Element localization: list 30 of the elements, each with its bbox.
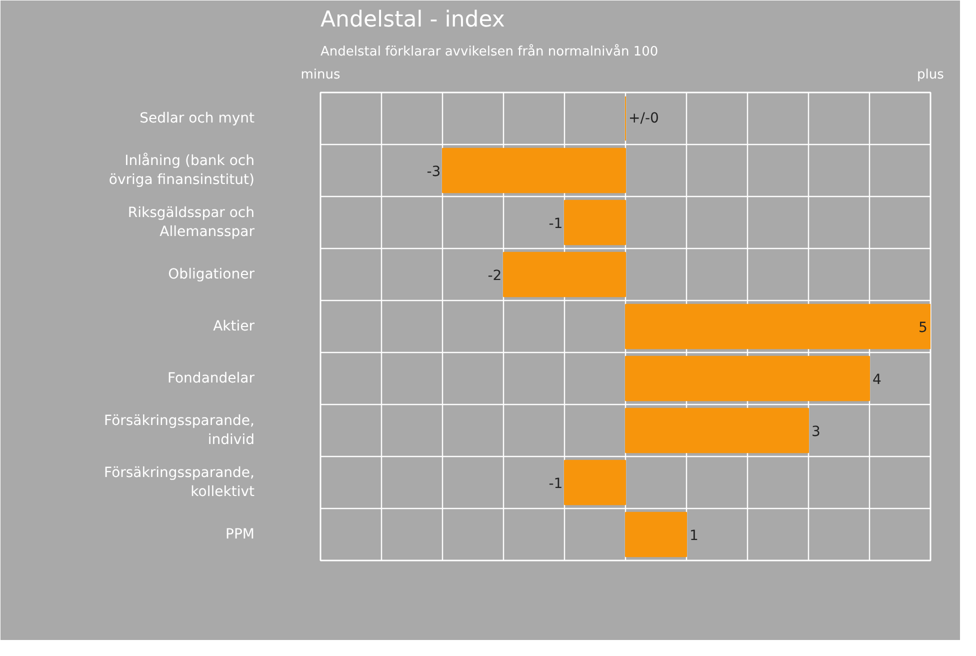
- y-tick-label: Obligationer: [168, 266, 255, 282]
- data-label: -1: [548, 476, 563, 492]
- data-label: 3: [812, 424, 820, 440]
- data-label: 4: [872, 372, 882, 388]
- y-tick-label: Försäkringssparande, individ: [104, 412, 255, 448]
- y-tick-label: Sedlar och mynt: [140, 110, 256, 126]
- y-tick-label: Riksgäldsspar och Allemansspar: [128, 204, 255, 240]
- bar: [503, 252, 626, 298]
- bar: [625, 408, 809, 454]
- text: minus: [300, 68, 340, 82]
- y-tick-label: Fondandelar: [167, 370, 255, 386]
- bar: [564, 460, 626, 506]
- data-label: -3: [426, 164, 441, 180]
- bar: [625, 304, 930, 350]
- data-label: 5: [918, 320, 928, 336]
- bar: [625, 356, 870, 402]
- bar: [564, 200, 626, 246]
- data-label: -1: [548, 216, 563, 232]
- chart-title: Andelstal - index: [320, 8, 505, 32]
- y-tick-label: Inlåning (bank och övriga finansinstitut): [108, 152, 255, 188]
- y-tick-label: PPM: [226, 526, 255, 542]
- bar: [625, 512, 687, 558]
- data-label: 1: [690, 528, 698, 544]
- y-tick-label: Aktier: [213, 318, 255, 334]
- chart-subtitle: Andelstal förklarar avvikelsen från normalnivån 100: [320, 44, 658, 60]
- y-tick-label: Försäkringssparande, kollektivt: [104, 464, 256, 500]
- bar: [442, 148, 626, 194]
- data-label: -2: [488, 268, 502, 284]
- data-label: +/-0: [628, 110, 659, 126]
- text: plus: [917, 68, 944, 82]
